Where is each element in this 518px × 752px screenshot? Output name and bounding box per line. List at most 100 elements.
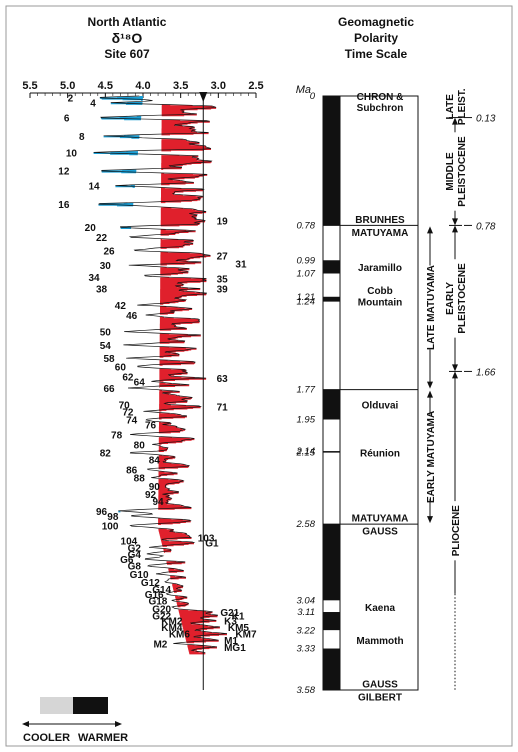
cool-stage-label: 84: [149, 455, 161, 466]
left-title-line1: North Atlantic: [88, 15, 167, 29]
reversed-polarity-interval: [323, 419, 340, 452]
cool-stage-label: G10: [130, 570, 149, 581]
warm-stage-label: KM7: [235, 630, 257, 641]
normal-polarity-interval: [323, 296, 340, 302]
chron-label: Cobb: [367, 286, 393, 297]
normal-polarity-interval: [323, 389, 340, 420]
cool-stage-label: 72: [122, 407, 134, 418]
subdivision-arrow-head: [427, 226, 433, 234]
cool-stage-label: 80: [134, 440, 146, 451]
epoch-arrow-head: [452, 364, 458, 372]
chron-label: GAUSS: [362, 527, 398, 538]
age-label: 1.77: [297, 385, 316, 396]
x-axis-tick-label: 4.5: [98, 80, 113, 92]
legend-warmer-label: WARMER: [78, 732, 128, 744]
epoch-label: PLEISTOCENE: [457, 263, 468, 334]
cool-stage-label: 46: [126, 311, 138, 322]
subdivision-arrow-head: [427, 381, 433, 389]
epoch-boundary-label: 0.78: [476, 221, 496, 232]
epoch-label-backdrop: [443, 132, 467, 211]
cool-stage-label: G12: [141, 578, 160, 589]
cool-stage-label: M2: [153, 640, 167, 651]
reversed-polarity-interval: [323, 225, 340, 261]
reversed-polarity-interval: [323, 273, 340, 297]
cool-stage-label: 4: [90, 99, 96, 110]
cool-stage-label: 88: [134, 474, 146, 485]
chron-boundary-lines: [323, 224, 418, 691]
epoch-arrow-head: [452, 371, 458, 379]
cool-stage-label: G4: [128, 550, 142, 561]
normal-polarity-interval: [323, 524, 340, 601]
legend-arrow-left-head: [22, 721, 29, 727]
cool-stage-label: 38: [96, 284, 108, 295]
legend-warmer-swatch: [73, 697, 108, 714]
cool-stage-label: G6: [120, 555, 134, 566]
cool-stage-label: 26: [104, 246, 116, 257]
cool-stage-label: 66: [104, 384, 116, 395]
cool-stage-label: 8: [79, 132, 85, 143]
epoch-label: MIDDLE: [445, 152, 456, 191]
x-axis-tick-label: 3.5: [173, 80, 188, 92]
age-label: 2.58: [296, 519, 316, 530]
right-title-line3: Time Scale: [345, 47, 408, 61]
cool-stage-label: 34: [88, 273, 100, 284]
warm-stage-label: 103: [198, 533, 215, 544]
normal-polarity-interval: [323, 96, 340, 226]
epoch-label: PLEIST.: [457, 88, 468, 125]
legend-arrow-right-head: [115, 721, 122, 727]
left-title-line2: δ¹⁸O: [112, 30, 143, 46]
warm-stage-label: 39: [217, 284, 229, 295]
age-label: 0: [310, 91, 316, 102]
legend-cooler-swatch: [40, 697, 73, 714]
warm-stage-label: M1: [224, 636, 238, 647]
x-axis-tick-label: 3.0: [211, 80, 226, 92]
reversed-polarity-interval: [323, 452, 340, 525]
reversed-polarity-interval: [323, 301, 340, 390]
cool-stage-label: 90: [149, 482, 161, 493]
cool-stage-label: 82: [100, 449, 112, 460]
chron-label: Kaena: [365, 603, 395, 614]
cool-stage-label: 16: [58, 200, 70, 211]
cool-stage-label: 70: [119, 401, 131, 412]
cool-stage-label: 96: [96, 507, 108, 518]
warm-stage-label: 63: [217, 374, 229, 385]
x-axis-tick-label: 5.0: [60, 80, 75, 92]
x-axis-tick-label: 4.0: [135, 80, 150, 92]
warm-stage-label: G21: [220, 608, 239, 619]
reference-line-arrow: [199, 92, 208, 102]
age-label: 2.15: [296, 448, 316, 459]
warm-stage-label: K1: [232, 611, 245, 622]
normal-polarity-interval: [323, 648, 340, 690]
age-label: 3.11: [297, 607, 315, 618]
cool-stage-label: G18: [148, 596, 167, 607]
age-label: 1.24: [297, 297, 316, 308]
cool-stage-label: 86: [126, 465, 138, 476]
cool-stage-label: G22: [152, 611, 171, 622]
cool-stage-label: G2: [128, 543, 142, 554]
cool-stage-label: 58: [104, 354, 116, 365]
chron-label: Réunion: [360, 449, 400, 460]
chron-label: MATUYAMA: [352, 513, 409, 524]
chron-label: GAUSS: [362, 679, 398, 690]
chron-label: MATUYAMA: [352, 228, 409, 239]
epoch-label: EARLY: [445, 282, 456, 315]
epoch-label-backdrop: [443, 259, 467, 338]
cool-stage-label: 42: [115, 301, 127, 312]
polarity-column: [323, 96, 340, 690]
warm-stage-label: 27: [217, 251, 229, 262]
age-label: 3.58: [297, 685, 316, 696]
subdivision-arrow-head: [427, 516, 433, 524]
epoch-label: LATE: [445, 94, 456, 120]
subdivision-label-backdrop: [423, 265, 437, 350]
epoch-arrow-head: [452, 117, 458, 125]
age-label: 0.78: [297, 220, 316, 231]
figure-frame: [5, 5, 513, 747]
cool-stage-label: G8: [128, 562, 142, 573]
cool-stage-label: KM6: [169, 630, 191, 641]
right-title-line1: Geomagnetic: [338, 15, 414, 29]
cool-stage-label: 62: [122, 372, 134, 383]
warm-stage-label: 35: [217, 275, 229, 286]
